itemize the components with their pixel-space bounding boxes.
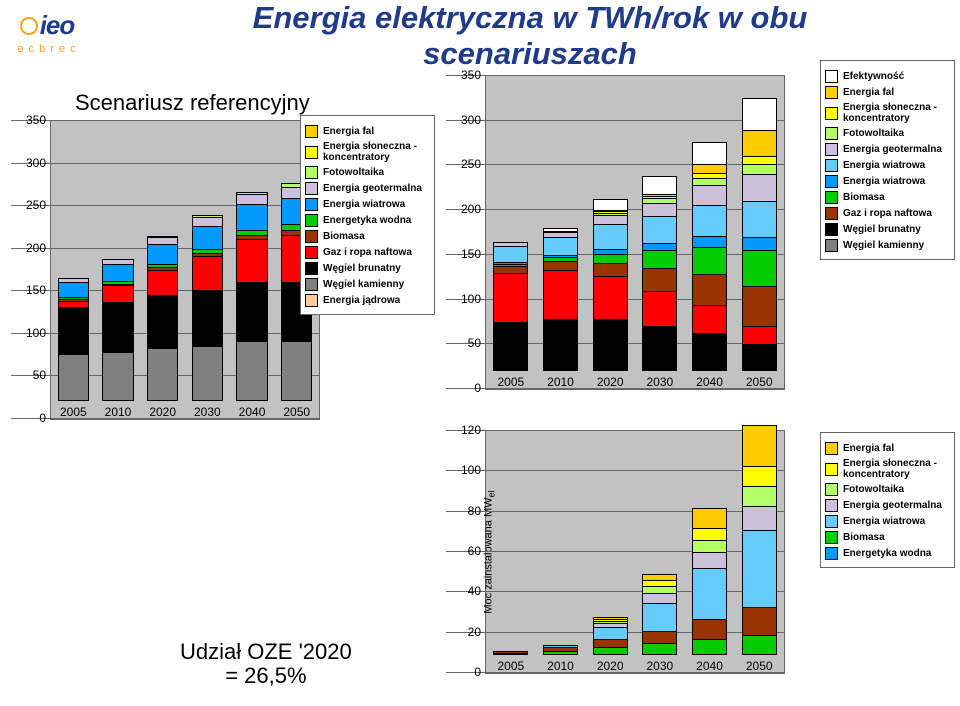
category-label: 2005 bbox=[497, 659, 524, 673]
legend-item: Energia fal bbox=[305, 125, 430, 138]
legend-item: Biomasa bbox=[825, 531, 950, 544]
legend-item: Energia wiatrowa bbox=[305, 198, 430, 211]
bar bbox=[593, 617, 628, 655]
legend-scenario: Efektywność Energia fal Energia słoneczna … bbox=[820, 60, 955, 260]
category-label: 2040 bbox=[239, 405, 266, 419]
chart-capacity: Moc zainstalowana MWel 02040608010012020… bbox=[445, 430, 795, 704]
bar bbox=[692, 508, 727, 655]
legend-item: Energia słoneczna - koncentratory bbox=[305, 141, 430, 163]
category-label: 2050 bbox=[746, 659, 773, 673]
category-label: 2005 bbox=[60, 405, 87, 419]
category-label: 2010 bbox=[105, 405, 132, 419]
legend-item: Energetyka wodna bbox=[305, 214, 430, 227]
legend-item: Energia fal bbox=[825, 442, 950, 455]
legend-item: Fotowoltaika bbox=[305, 166, 430, 179]
category-label: 2050 bbox=[746, 375, 773, 389]
bar bbox=[493, 242, 528, 371]
legend-item: Gaz i ropa naftowa bbox=[825, 207, 950, 220]
bar bbox=[58, 278, 89, 401]
legend-item: Węgiel kamienny bbox=[825, 239, 950, 252]
legend-item: Efektywność bbox=[825, 70, 950, 83]
legend-item: Energia geotermalna bbox=[825, 499, 950, 512]
legend-item: Energia wiatrowa bbox=[825, 159, 950, 172]
footnote: Udział OZE '2020 = 26,5% bbox=[180, 640, 352, 688]
legend-item: Fotowoltaika bbox=[825, 127, 950, 140]
legend-item: Energetyka wodna bbox=[825, 547, 950, 560]
category-label: 2040 bbox=[696, 659, 723, 673]
bar bbox=[102, 259, 133, 401]
legend-item: Energia jądrowa bbox=[305, 294, 430, 307]
bar bbox=[642, 176, 677, 371]
legend-item: Energia wiatrowa bbox=[825, 515, 950, 528]
bar bbox=[742, 425, 777, 655]
bar bbox=[493, 651, 528, 655]
legend-item: Węgiel brunatny bbox=[305, 262, 430, 275]
category-label: 2030 bbox=[647, 659, 674, 673]
chart-reference: 0501001502002503003502005201020202030204… bbox=[10, 120, 330, 450]
bar bbox=[642, 574, 677, 655]
category-label: 2030 bbox=[194, 405, 221, 419]
category-label: 2005 bbox=[497, 375, 524, 389]
bar bbox=[543, 228, 578, 371]
category-label: 2050 bbox=[283, 405, 310, 419]
category-label: 2010 bbox=[547, 375, 574, 389]
category-label: 2020 bbox=[597, 659, 624, 673]
category-label: 2020 bbox=[149, 405, 176, 419]
bar bbox=[692, 142, 727, 371]
legend-item: Energia geotermalna bbox=[305, 182, 430, 195]
category-label: 2020 bbox=[597, 375, 624, 389]
bar bbox=[543, 645, 578, 655]
legend-item: Węgiel brunatny bbox=[825, 223, 950, 236]
logo: ieo e c b r e c bbox=[12, 10, 82, 55]
legend-item: Energia wiatrowa bbox=[825, 175, 950, 188]
chart-scenario: 0501001502002503003502005201020202030204… bbox=[445, 75, 795, 420]
bar bbox=[742, 98, 777, 371]
category-label: 2040 bbox=[696, 375, 723, 389]
bar bbox=[192, 215, 223, 401]
legend-item: Fotowoltaika bbox=[825, 483, 950, 496]
bar bbox=[147, 236, 178, 401]
bar bbox=[593, 199, 628, 371]
legend-item: Energia słoneczna - koncentratory bbox=[825, 102, 950, 124]
legend-item: Energia geotermalna bbox=[825, 143, 950, 156]
legend-item: Gaz i ropa naftowa bbox=[305, 246, 430, 259]
legend-item: Węgiel kamienny bbox=[305, 278, 430, 291]
legend-item: Biomasa bbox=[305, 230, 430, 243]
category-label: 2030 bbox=[647, 375, 674, 389]
legend-item: Biomasa bbox=[825, 191, 950, 204]
ref-subtitle: Scenariusz referencyjny bbox=[75, 90, 310, 116]
legend-capacity: Energia fal Energia słoneczna - koncentra… bbox=[820, 432, 955, 568]
bar bbox=[236, 192, 267, 401]
category-label: 2010 bbox=[547, 659, 574, 673]
legend-item: Energia fal bbox=[825, 86, 950, 99]
legend-item: Energia słoneczna - koncentratory bbox=[825, 458, 950, 480]
page-title: Energia elektryczna w TWh/rok w obu scen… bbox=[230, 0, 830, 71]
legend-reference: Energia fal Energia słoneczna - koncentra… bbox=[300, 115, 435, 315]
